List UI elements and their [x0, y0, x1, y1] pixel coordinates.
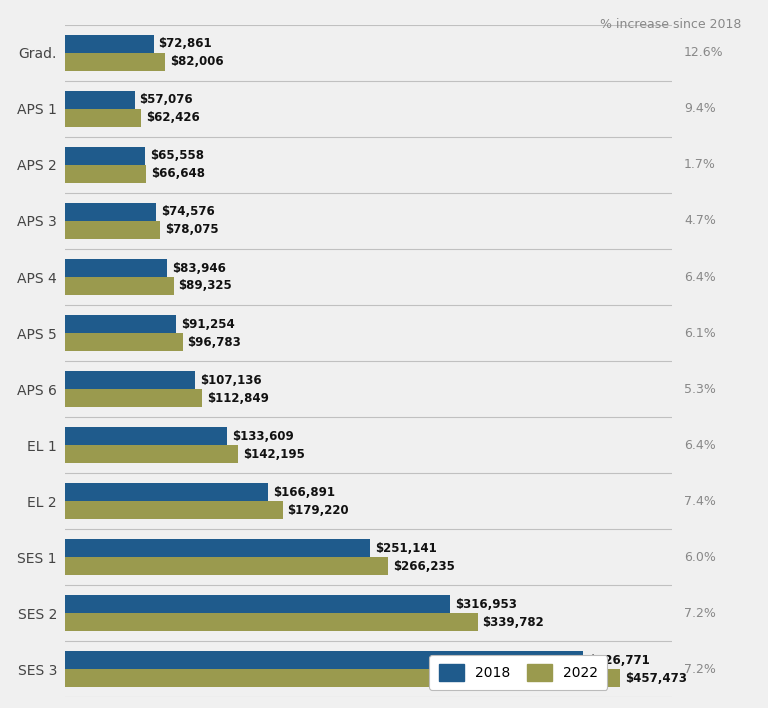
Bar	[65, 35, 154, 53]
Text: $74,576: $74,576	[161, 205, 214, 219]
Text: $339,782: $339,782	[482, 616, 545, 629]
Bar	[65, 333, 183, 351]
Bar	[65, 277, 174, 295]
Bar	[65, 613, 478, 632]
Text: % increase since 2018: % increase since 2018	[600, 18, 741, 31]
Text: $96,783: $96,783	[187, 336, 241, 348]
Text: $78,075: $78,075	[165, 224, 219, 236]
Text: $57,076: $57,076	[140, 93, 193, 106]
Text: $316,953: $316,953	[455, 598, 517, 611]
Text: 5.3%: 5.3%	[684, 382, 716, 396]
Bar	[65, 389, 202, 407]
Legend: 2018, 2022: 2018, 2022	[429, 655, 607, 690]
Text: 6.4%: 6.4%	[684, 439, 716, 452]
Text: $62,426: $62,426	[146, 111, 200, 125]
Bar	[65, 539, 370, 557]
Text: $133,609: $133,609	[232, 430, 294, 442]
Text: 4.7%: 4.7%	[684, 215, 716, 227]
Text: $66,648: $66,648	[151, 167, 205, 181]
Bar	[65, 203, 156, 221]
Bar	[65, 669, 621, 687]
Text: 6.1%: 6.1%	[684, 326, 716, 340]
Bar	[65, 484, 268, 501]
Text: $89,325: $89,325	[178, 280, 232, 292]
Text: $266,235: $266,235	[393, 560, 455, 573]
Bar	[65, 259, 167, 277]
Text: 6.4%: 6.4%	[684, 270, 716, 283]
Text: $426,771: $426,771	[588, 654, 650, 667]
Text: $83,946: $83,946	[172, 261, 226, 275]
Bar	[65, 557, 389, 575]
Bar	[65, 445, 238, 463]
Text: $112,849: $112,849	[207, 392, 269, 404]
Bar	[65, 53, 165, 71]
Text: 7.2%: 7.2%	[684, 663, 716, 676]
Bar	[65, 91, 134, 109]
Text: $179,220: $179,220	[287, 503, 349, 517]
Text: $107,136: $107,136	[200, 374, 262, 387]
Text: $91,254: $91,254	[181, 318, 234, 331]
Bar	[65, 427, 227, 445]
Text: $72,861: $72,861	[158, 38, 212, 50]
Text: $166,891: $166,891	[273, 486, 335, 498]
Text: 9.4%: 9.4%	[684, 103, 716, 115]
Text: $457,473: $457,473	[625, 672, 687, 685]
Text: $65,558: $65,558	[150, 149, 204, 162]
Text: 12.6%: 12.6%	[684, 46, 723, 59]
Text: 1.7%: 1.7%	[684, 159, 716, 171]
Bar	[65, 165, 146, 183]
Text: $82,006: $82,006	[170, 55, 223, 68]
Text: 7.2%: 7.2%	[684, 607, 716, 620]
Text: $251,141: $251,141	[375, 542, 437, 555]
Bar	[65, 221, 160, 239]
Bar	[65, 109, 141, 127]
Bar	[65, 371, 195, 389]
Bar	[65, 147, 145, 165]
Text: 7.4%: 7.4%	[684, 495, 716, 508]
Bar	[65, 501, 283, 519]
Bar	[65, 651, 583, 669]
Text: $142,195: $142,195	[243, 447, 305, 461]
Bar	[65, 315, 176, 333]
Bar	[65, 595, 450, 613]
Text: 6.0%: 6.0%	[684, 551, 716, 564]
